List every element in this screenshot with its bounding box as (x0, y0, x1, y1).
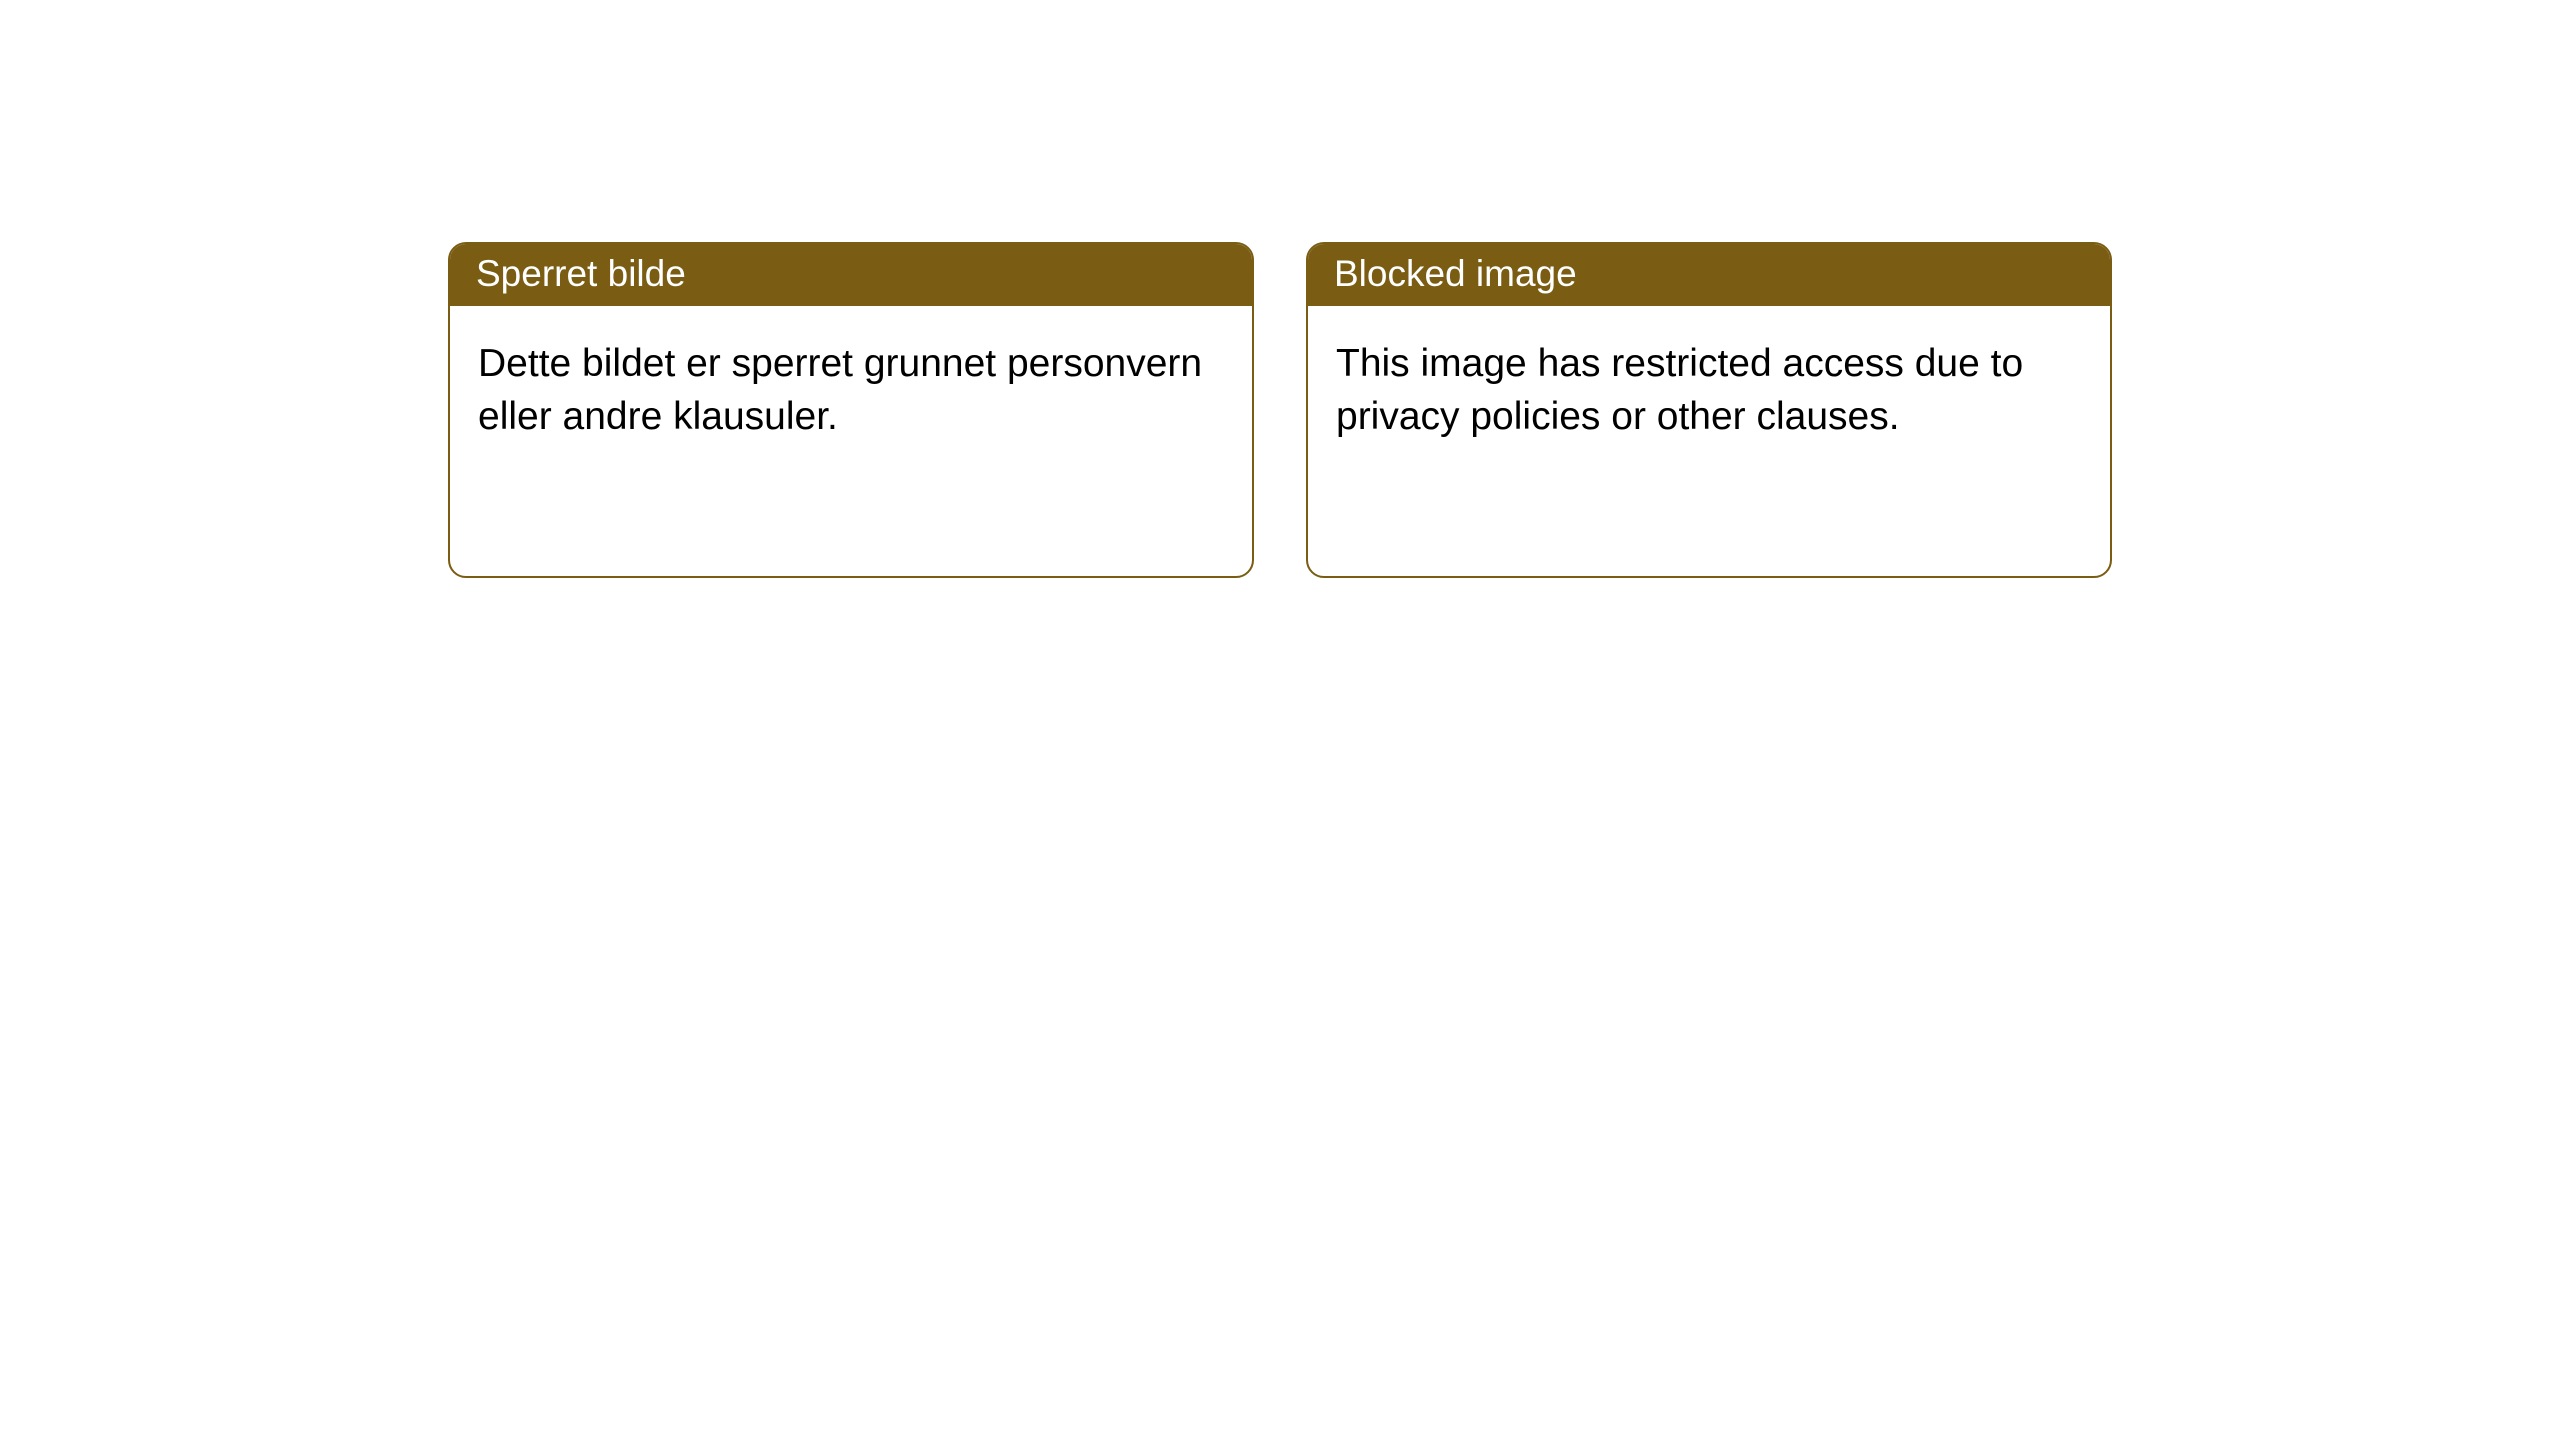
notice-body-no: Dette bildet er sperret grunnet personve… (450, 306, 1252, 475)
notice-box-en: Blocked image This image has restricted … (1306, 242, 2112, 578)
notice-box-no: Sperret bilde Dette bildet er sperret gr… (448, 242, 1254, 578)
notice-container: Sperret bilde Dette bildet er sperret gr… (448, 242, 2112, 578)
notice-body-en: This image has restricted access due to … (1308, 306, 2110, 475)
notice-header-no: Sperret bilde (450, 244, 1252, 306)
notice-header-en: Blocked image (1308, 244, 2110, 306)
